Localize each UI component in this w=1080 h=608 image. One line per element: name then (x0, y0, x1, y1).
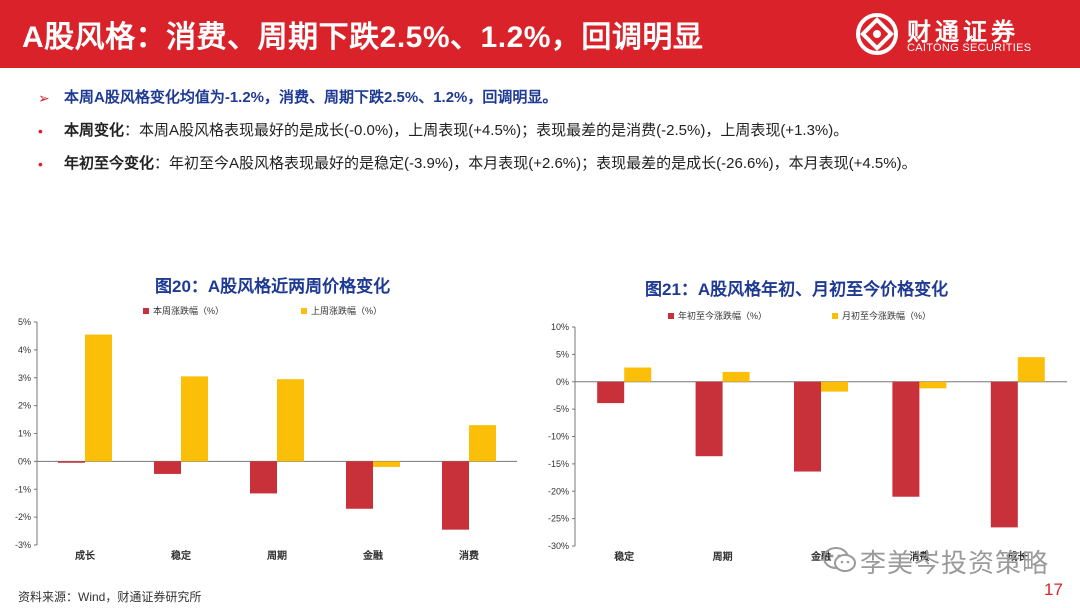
legend-label: 月初至今涨跌幅（%） (842, 310, 931, 321)
x-category-label: 消费 (909, 550, 929, 563)
bar-series-b (277, 379, 304, 462)
page-title: A股风格：消费、周期下跌2.5%、1.2%，回调明显 (22, 21, 704, 54)
y-tick-label: 0% (18, 456, 31, 466)
legend-label: 本周涨跌幅（%） (153, 305, 224, 316)
bar-series-a (990, 381, 1018, 528)
dot-bullet-icon: • (38, 156, 43, 172)
weekly-change-point: • 本周变化：本周A股风格表现最好的是成长(-0.0%)，上周表现(+4.5%)；… (38, 121, 1058, 141)
y-tick-label: -25% (548, 514, 569, 524)
headline-text: 本周A股风格变化均值为-1.2%，消费、周期下跌2.5%、1.2%，回调明显。 (64, 89, 558, 106)
bar-series-a (597, 381, 625, 404)
y-tick-label: 10% (551, 322, 569, 332)
x-category-label: 周期 (267, 549, 287, 562)
y-tick-label: -15% (548, 459, 569, 469)
bar-series-b (469, 425, 496, 462)
weekly-change-label: 本周变化 (64, 122, 125, 139)
y-tick-label: -20% (548, 486, 569, 496)
y-tick-label: -2% (15, 512, 31, 522)
bar-series-b (1017, 357, 1045, 382)
y-tick-label: 1% (18, 429, 31, 439)
wechat-icon (823, 547, 856, 572)
logo-en-text: CAITONG SECURITIES (907, 42, 1032, 54)
x-category-label: 成长 (1008, 550, 1029, 563)
bar-series-b (85, 334, 112, 462)
bar-series-a (794, 381, 821, 472)
bar-series-a (154, 461, 181, 474)
y-tick-label: -5% (553, 404, 569, 414)
bar-series-a (250, 461, 277, 494)
bar-series-a (346, 461, 373, 509)
bar-series-a (442, 461, 469, 530)
chart-21: -30%-25%-20%-15%-10%-5%0%5%10%稳定 周期 金融 消费 成长… (548, 310, 1067, 563)
y-tick-label: 3% (18, 373, 31, 383)
y-tick-label: 5% (18, 317, 31, 327)
y-tick-label: -3% (15, 540, 31, 550)
summary-points: ➢ 本周A股风格变化均值为-1.2%，消费、周期下跌2.5%、1.2%，回调明显。… (38, 88, 1058, 187)
y-tick-label: -1% (15, 484, 31, 494)
bar-series-b (624, 367, 652, 382)
y-tick-label: -10% (548, 432, 569, 442)
ytd-change-text: ：年初至今A股风格表现最好的是稳定(-3.9%)，本月表现(+2.6%)；表现最… (154, 155, 917, 172)
x-category-label: 稳定 (171, 549, 191, 562)
legend-swatch (143, 308, 149, 314)
y-tick-label: -30% (548, 541, 569, 551)
company-logo: 财通证券 CAITONG SECURITIES (855, 10, 1055, 60)
legend-swatch (668, 313, 674, 319)
source-note: 资料来源：Wind，财通证券研究所 (18, 590, 202, 604)
x-category-label: 稳定 (614, 550, 634, 563)
x-category-label: 金融 (362, 549, 383, 562)
bar-series-a (58, 461, 85, 463)
dot-bullet-icon: • (38, 123, 43, 139)
legend-swatch (301, 308, 307, 314)
legend-label: 年初至今涨跌幅（%） (678, 310, 767, 321)
chart-20: -3% -2% -1% 0% 1% 2% 3% 4% 5% 成长 稳定 周期 金融 消费 本周涨跌幅（%） 上… (15, 305, 517, 562)
y-tick-label: 2% (18, 401, 31, 411)
page-number: 17 (1044, 580, 1063, 599)
watermark: 李美岑投资策略 (822, 541, 1052, 581)
y-tick-label: 5% (556, 349, 569, 359)
chart-20-title: 图20：A股风格近两周价格变化 (155, 277, 391, 296)
bar-series-a (892, 381, 920, 497)
bar-series-b (919, 381, 947, 389)
legend-label: 上周涨跌幅（%） (311, 305, 382, 316)
bar-series-a (695, 381, 723, 457)
legend-swatch (832, 313, 838, 319)
x-category-label: 成长 (75, 549, 96, 562)
weekly-change-text: ：本周A股风格表现最好的是成长(-0.0%)，上周表现(+4.5%)；表现最差的… (124, 122, 849, 139)
y-tick-label: 0% (556, 377, 569, 387)
y-tick-label: 4% (18, 345, 31, 355)
bar-series-b (722, 371, 750, 382)
bar-series-b (821, 381, 848, 392)
watermark-text: 李美岑投资策略 (860, 548, 1050, 578)
arrow-bullet-icon: ➢ (38, 90, 50, 106)
bar-series-b (373, 461, 400, 467)
headline-point: ➢ 本周A股风格变化均值为-1.2%，消费、周期下跌2.5%、1.2%，回调明显。 (38, 88, 1058, 108)
x-category-label: 周期 (713, 550, 733, 563)
ytd-change-point: • 年初至今变化：年初至今A股风格表现最好的是稳定(-3.9%)，本月表现(+2.… (38, 154, 1058, 174)
x-category-label: 消费 (459, 549, 479, 562)
company-logo-icon (856, 13, 898, 55)
chart-21-title: 图21：A股风格年初、月初至今价格变化 (645, 280, 949, 299)
bar-series-b (181, 376, 208, 462)
ytd-change-label: 年初至今变化 (64, 155, 155, 172)
header-bar: A股风格：消费、周期下跌2.5%、1.2%，回调明显 财通证券 CAITONG … (0, 0, 1080, 68)
logo-cn-text: 财通证券 (907, 19, 1019, 46)
